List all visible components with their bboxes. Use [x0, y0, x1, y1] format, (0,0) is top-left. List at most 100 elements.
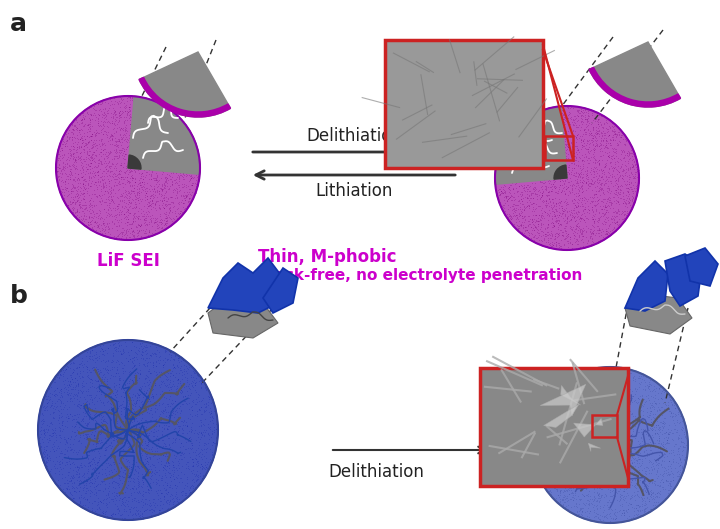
Point	[146, 468, 158, 476]
Point	[588, 153, 599, 161]
Point	[541, 224, 553, 232]
Point	[544, 183, 555, 191]
Text: crack-free, no electrolyte penetration: crack-free, no electrolyte penetration	[258, 268, 582, 283]
Point	[67, 483, 78, 491]
Point	[595, 121, 606, 129]
Point	[118, 514, 130, 522]
Point	[118, 336, 130, 344]
Point	[189, 165, 201, 174]
Point	[567, 441, 578, 450]
Point	[572, 212, 583, 221]
Point	[109, 199, 120, 207]
Point	[600, 142, 612, 151]
Point	[123, 377, 135, 385]
Point	[112, 141, 124, 149]
Point	[598, 515, 609, 524]
Point	[126, 93, 138, 101]
Point	[61, 362, 73, 370]
Point	[158, 143, 169, 151]
Point	[163, 380, 175, 388]
Point	[575, 384, 586, 392]
Point	[510, 157, 521, 166]
Point	[132, 463, 144, 471]
Point	[620, 456, 631, 464]
Point	[532, 220, 544, 229]
Point	[537, 172, 549, 180]
Point	[89, 412, 101, 420]
Point	[106, 140, 117, 149]
Point	[64, 145, 76, 153]
Point	[48, 375, 60, 384]
Point	[588, 216, 600, 225]
Point	[143, 226, 154, 234]
Point	[60, 484, 72, 492]
Point	[611, 449, 623, 457]
Point	[608, 226, 620, 235]
Point	[83, 151, 94, 159]
Point	[566, 186, 577, 195]
Point	[575, 424, 587, 432]
Point	[145, 135, 156, 144]
Point	[564, 414, 576, 423]
Point	[117, 388, 129, 396]
Point	[104, 405, 115, 413]
Point	[143, 432, 154, 441]
Point	[59, 140, 71, 149]
Point	[115, 134, 127, 143]
Point	[580, 179, 592, 187]
Point	[58, 370, 69, 378]
Point	[614, 404, 626, 413]
Point	[503, 209, 515, 218]
Point	[126, 155, 138, 163]
Point	[73, 399, 84, 408]
Point	[618, 148, 630, 156]
Point	[633, 459, 644, 467]
Point	[123, 493, 135, 501]
Point	[589, 201, 600, 209]
Point	[672, 472, 683, 480]
Point	[187, 367, 199, 375]
Point	[677, 445, 688, 454]
Point	[517, 142, 528, 151]
Point	[163, 199, 174, 208]
Point	[64, 378, 76, 386]
Point	[598, 492, 610, 501]
Point	[573, 196, 585, 205]
Point	[149, 191, 161, 199]
Point	[161, 158, 173, 166]
Point	[100, 197, 112, 206]
Point	[506, 166, 518, 175]
Point	[564, 217, 575, 225]
Point	[587, 196, 598, 205]
Point	[523, 234, 535, 243]
Point	[617, 406, 629, 414]
Point	[590, 433, 602, 441]
Point	[495, 198, 506, 207]
Point	[57, 405, 68, 414]
Point	[621, 187, 633, 195]
Point	[38, 427, 50, 435]
Point	[55, 167, 67, 176]
Point	[76, 184, 87, 193]
Point	[631, 487, 642, 496]
Point	[43, 422, 55, 430]
Point	[97, 178, 109, 187]
Point	[143, 506, 155, 514]
Point	[613, 507, 625, 515]
Point	[592, 442, 603, 450]
Point	[64, 172, 76, 181]
Point	[545, 471, 557, 479]
Point	[168, 142, 180, 151]
Point	[127, 379, 138, 387]
Point	[66, 472, 77, 480]
Point	[145, 212, 156, 220]
Point	[535, 442, 546, 451]
Point	[657, 471, 668, 479]
Point	[513, 147, 524, 156]
Point	[153, 196, 164, 205]
Point	[623, 427, 634, 435]
Point	[529, 164, 541, 172]
Point	[73, 487, 84, 495]
Point	[531, 111, 542, 119]
Point	[92, 433, 104, 442]
